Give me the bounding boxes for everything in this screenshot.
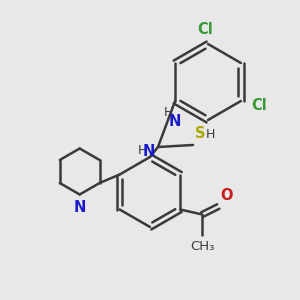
Text: H: H	[206, 128, 215, 141]
Text: Cl: Cl	[197, 22, 213, 37]
Text: Cl: Cl	[251, 98, 267, 112]
Text: S: S	[195, 126, 206, 141]
Text: N: N	[143, 143, 155, 158]
Text: N: N	[168, 115, 181, 130]
Text: CH₃: CH₃	[190, 239, 214, 253]
Text: N: N	[74, 200, 86, 215]
Text: O: O	[220, 188, 233, 202]
Text: H: H	[164, 106, 173, 119]
Text: H: H	[137, 143, 147, 157]
